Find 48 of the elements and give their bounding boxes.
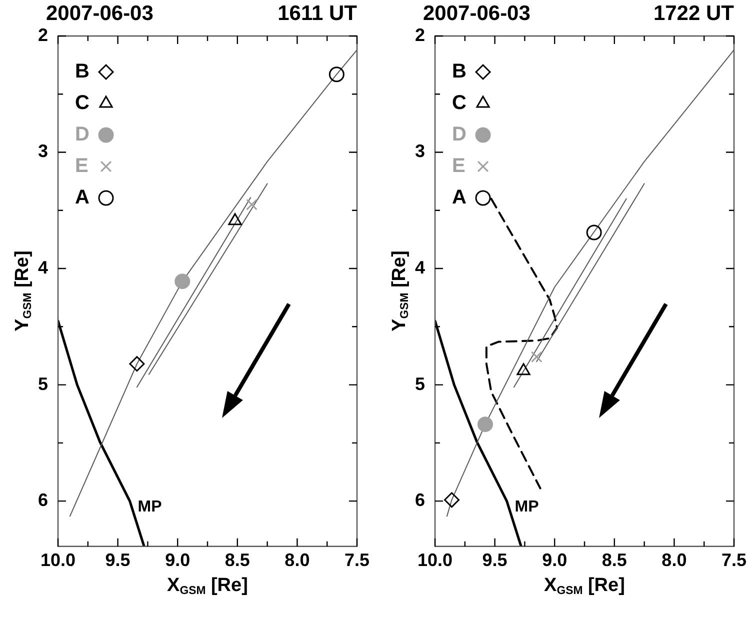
y-tick-label: 4 xyxy=(414,257,426,278)
legend-label: E xyxy=(75,155,88,178)
x-tick-label: 9.5 xyxy=(105,550,130,570)
x-tick-label: 9.0 xyxy=(542,550,568,570)
x-tick-label: 8.0 xyxy=(284,550,310,570)
legend-label: D xyxy=(452,124,466,146)
x-axis-title: X$_{GSM}$ [Re] xyxy=(543,575,626,598)
x-tick-label: 10.0 xyxy=(417,550,453,570)
x-tick-label: 9.0 xyxy=(165,550,190,570)
y-tick-label: 6 xyxy=(414,490,426,510)
legend-label: A xyxy=(452,186,466,209)
point xyxy=(328,66,344,82)
x-tick-label: 10.0 xyxy=(40,550,76,570)
point xyxy=(129,356,145,372)
legend-label: A xyxy=(75,186,90,209)
chart-subtitle: 1722 UT xyxy=(653,2,734,25)
y-tick-label: 6 xyxy=(38,490,48,510)
y-tick-label: 5 xyxy=(414,374,426,394)
x-tick-label: 7.5 xyxy=(344,550,370,570)
point xyxy=(530,351,542,363)
series-label: MP xyxy=(138,498,162,516)
legend-label: E xyxy=(452,155,466,178)
legend-label: C xyxy=(452,92,466,114)
legend-label: B xyxy=(452,60,466,83)
x-tick-label: 8.5 xyxy=(602,550,627,570)
point xyxy=(174,274,190,290)
chart-title: 2007-06-03 xyxy=(423,2,530,25)
y-tick-label: 3 xyxy=(414,141,426,162)
x-tick-label: 8.5 xyxy=(224,550,250,570)
point xyxy=(444,492,460,508)
point xyxy=(586,224,602,240)
y-tick-label: 5 xyxy=(38,374,48,394)
point xyxy=(477,416,493,432)
y-tick-label: 2 xyxy=(414,24,426,45)
x-tick-label: 9.5 xyxy=(482,550,508,570)
chart-subtitle: 1611 UT xyxy=(278,2,357,25)
legend-label: D xyxy=(75,124,90,146)
chart-title: 2007-06-03 xyxy=(46,2,154,25)
x-tick-label: 8.0 xyxy=(662,550,687,570)
legend-label: C xyxy=(75,92,90,114)
point xyxy=(246,198,258,210)
legend-label: B xyxy=(75,60,90,83)
y-tick-label: 2 xyxy=(38,24,48,45)
series-label: MP xyxy=(514,498,540,516)
y-tick-label: 3 xyxy=(38,141,48,162)
y-tick-label: 4 xyxy=(38,257,48,278)
x-axis-title: X$_{GSM}$ [Re] xyxy=(166,575,249,598)
x-tick-label: 7.5 xyxy=(721,550,747,570)
